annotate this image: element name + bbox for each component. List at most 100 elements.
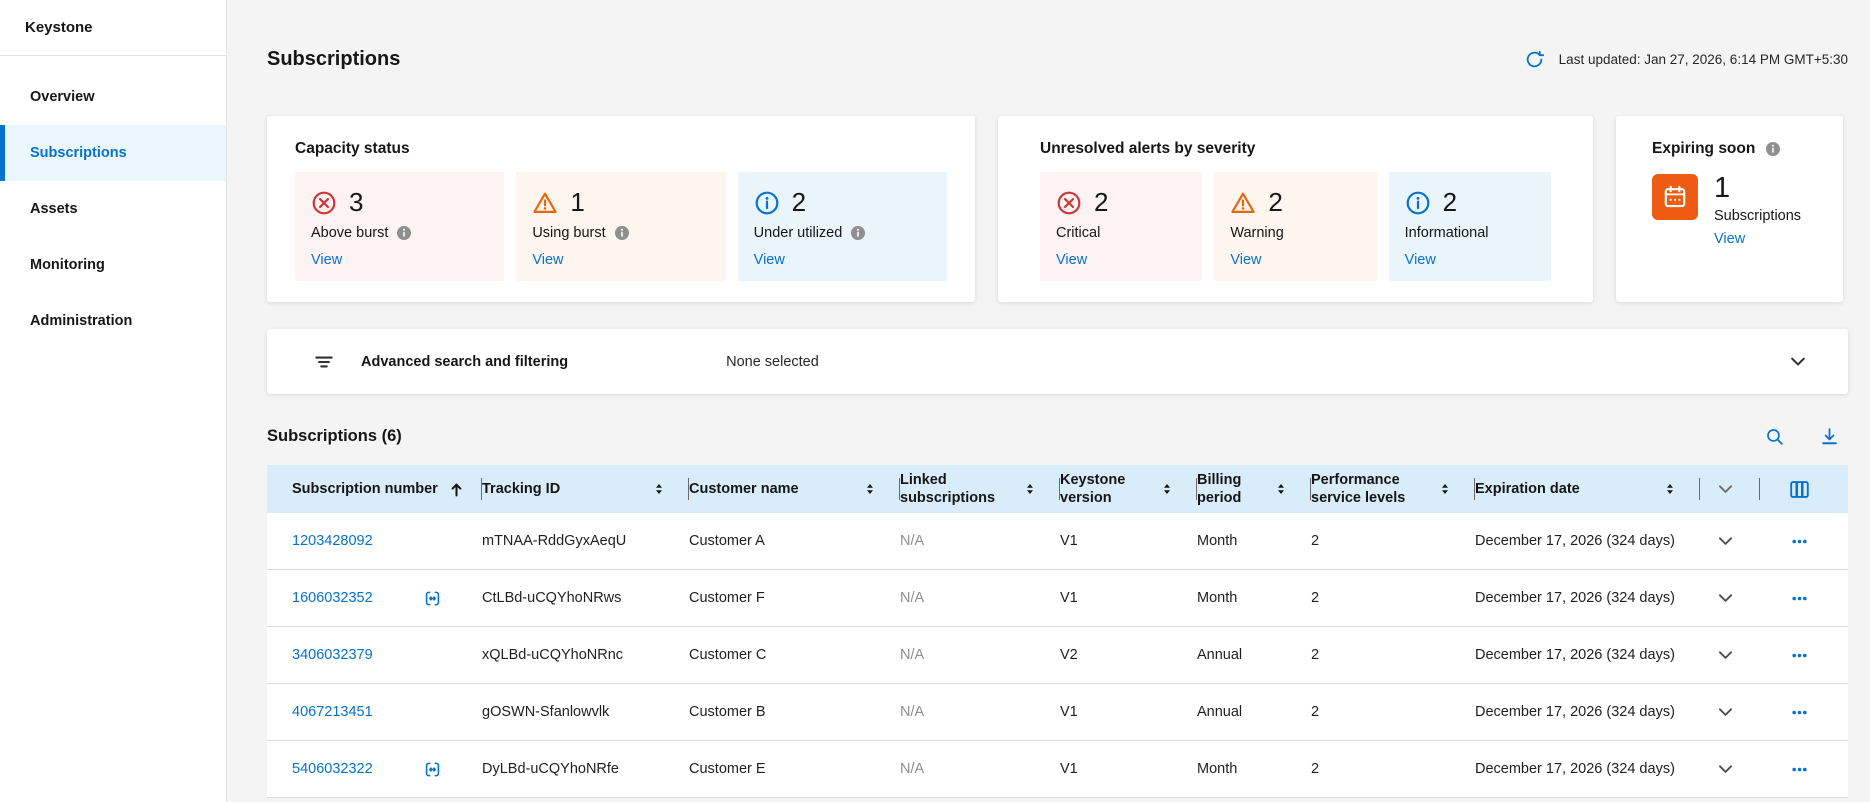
linked-subscription-icon xyxy=(423,760,442,779)
column-customer-name[interactable]: Customer name xyxy=(689,465,900,513)
view-link[interactable]: View xyxy=(532,252,564,268)
sidebar-item-monitoring[interactable]: Monitoring xyxy=(30,257,105,273)
capacity-tile-under-utilized: 2 Under utilized View xyxy=(737,172,947,281)
column-label: Billing period xyxy=(1197,471,1242,506)
view-link[interactable]: View xyxy=(1714,231,1746,247)
circle-i-icon xyxy=(754,190,780,216)
performance-service-levels-cell: 2 xyxy=(1311,533,1320,549)
sidebar-item-administration[interactable]: Administration xyxy=(30,313,133,329)
row-actions-kebab[interactable] xyxy=(1791,590,1808,607)
row-actions-kebab[interactable] xyxy=(1791,533,1808,550)
view-link[interactable]: View xyxy=(1056,252,1088,268)
view-link[interactable]: View xyxy=(1230,252,1262,268)
table-title: Subscriptions (6) xyxy=(267,426,402,445)
row-expand-chevron[interactable] xyxy=(1716,703,1735,722)
sidebar-item-overview[interactable]: Overview xyxy=(30,89,95,105)
billing-period-cell: Annual xyxy=(1197,647,1243,663)
tracking-id-cell: DyLBd-uCQYhoNRfe xyxy=(482,761,619,777)
keystone-version-cell: V1 xyxy=(1060,761,1078,777)
column-keystone-version[interactable]: Keystone version xyxy=(1060,465,1197,513)
performance-service-levels-cell: 2 xyxy=(1311,761,1320,777)
circle-i-icon xyxy=(1405,190,1431,216)
alerts-card-title: Unresolved alerts by severity xyxy=(1040,140,1256,157)
tracking-id-cell: xQLBd-uCQYhoNRnc xyxy=(482,647,624,663)
capacity-status-card: Capacity status 3 Above burst View xyxy=(267,116,975,302)
info-icon[interactable] xyxy=(850,225,866,241)
info-icon[interactable] xyxy=(614,225,630,241)
linked-subscriptions-cell: N/A xyxy=(900,761,925,777)
performance-service-levels-cell: 2 xyxy=(1311,704,1320,720)
row-expand-chevron[interactable] xyxy=(1716,646,1735,665)
row-actions-kebab[interactable] xyxy=(1791,704,1808,721)
refresh-icon[interactable] xyxy=(1524,49,1545,70)
performance-service-levels-cell: 2 xyxy=(1311,647,1320,663)
expiring-soon-card: Expiring soon 1 Subscriptions View xyxy=(1616,116,1843,302)
sort-icon[interactable] xyxy=(1273,481,1289,497)
billing-period-cell: Month xyxy=(1197,590,1238,606)
filter-selection-text: None selected xyxy=(726,353,819,370)
view-link[interactable]: View xyxy=(311,252,343,268)
row-expand-chevron[interactable] xyxy=(1716,760,1735,779)
sort-icon[interactable] xyxy=(1159,481,1175,497)
sort-icon[interactable] xyxy=(1437,481,1453,497)
filter-bar-label: Advanced search and filtering xyxy=(361,353,569,370)
column-linked-subscriptions[interactable]: Linked subscriptions xyxy=(900,465,1060,513)
subscription-number-link[interactable]: 1203428092 xyxy=(292,533,373,549)
circle-x-icon xyxy=(1056,190,1082,216)
table-section-header: Subscriptions (6) xyxy=(267,420,1848,452)
sort-icon[interactable] xyxy=(1662,481,1678,497)
sort-icon[interactable] xyxy=(1022,481,1038,497)
search-icon[interactable] xyxy=(1764,426,1785,447)
keystone-version-cell: V2 xyxy=(1060,647,1078,663)
linked-subscriptions-cell: N/A xyxy=(900,533,925,549)
main-content: Subscriptions Last updated: Jan 27, 2026… xyxy=(227,0,1870,802)
info-icon[interactable] xyxy=(1765,141,1781,157)
keystone-version-cell: V1 xyxy=(1060,704,1078,720)
table-row: 1203428092 mTNAA-RddGyxAeqU Customer A N… xyxy=(267,513,1848,570)
column-subscription-number[interactable]: Subscription number xyxy=(267,465,482,513)
filter-lines-icon xyxy=(313,351,335,373)
column-performance-service-levels[interactable]: Performance service levels xyxy=(1311,465,1475,513)
row-actions-kebab[interactable] xyxy=(1791,647,1808,664)
sort-icon[interactable] xyxy=(862,481,878,497)
sort-icon[interactable] xyxy=(651,481,667,497)
linked-subscriptions-cell: N/A xyxy=(900,647,925,663)
capacity-tile-using-burst: 1 Using burst View xyxy=(516,172,726,281)
capacity-card-title: Capacity status xyxy=(295,140,410,157)
header-expand-all[interactable] xyxy=(1700,465,1760,513)
customer-name-cell: Customer C xyxy=(689,647,767,663)
subscription-number-link[interactable]: 1606032352 xyxy=(292,590,373,606)
tile-count: 2 xyxy=(1268,187,1283,217)
download-icon[interactable] xyxy=(1819,426,1840,447)
last-updated-area: Last updated: Jan 27, 2026, 6:14 PM GMT+… xyxy=(1524,49,1848,70)
view-link[interactable]: View xyxy=(1404,252,1436,268)
billing-period-cell: Annual xyxy=(1197,704,1243,720)
subscription-number-link[interactable]: 3406032379 xyxy=(292,647,373,663)
customer-name-cell: Customer F xyxy=(689,590,765,606)
sidebar-item-subscriptions[interactable]: Subscriptions xyxy=(0,125,226,181)
column-tracking-id[interactable]: Tracking ID xyxy=(482,465,689,513)
sidebar-nav: Overview Subscriptions Assets Monitoring… xyxy=(0,56,226,349)
row-expand-chevron[interactable] xyxy=(1716,589,1735,608)
column-label: Customer name xyxy=(689,480,799,497)
column-billing-period[interactable]: Billing period xyxy=(1197,465,1311,513)
info-icon[interactable] xyxy=(396,225,412,241)
column-label: Keystone version xyxy=(1060,471,1126,506)
column-expiration-date[interactable]: Expiration date xyxy=(1475,465,1700,513)
subscription-number-link[interactable]: 4067213451 xyxy=(292,704,373,720)
advanced-search-bar[interactable]: Advanced search and filtering None selec… xyxy=(267,329,1848,394)
view-link[interactable]: View xyxy=(753,252,785,268)
row-expand-chevron[interactable] xyxy=(1716,532,1735,551)
app-brand: Keystone xyxy=(0,0,226,56)
tile-count: 2 xyxy=(1094,187,1109,217)
subscription-number-link[interactable]: 5406032322 xyxy=(292,761,373,777)
table-row: 1606032352 CtLBd-uCQYhoNRws Customer F N… xyxy=(267,570,1848,627)
sidebar-item-assets[interactable]: Assets xyxy=(30,201,78,217)
table-header: Subscription number Tracking ID Customer… xyxy=(267,465,1848,513)
expiration-date-cell: December 17, 2026 (324 days) xyxy=(1475,761,1675,777)
tile-label: Warning xyxy=(1230,225,1284,241)
column-settings-button[interactable] xyxy=(1760,465,1848,513)
row-actions-kebab[interactable] xyxy=(1791,761,1808,778)
filter-expand-chevron-icon[interactable] xyxy=(1788,352,1808,372)
